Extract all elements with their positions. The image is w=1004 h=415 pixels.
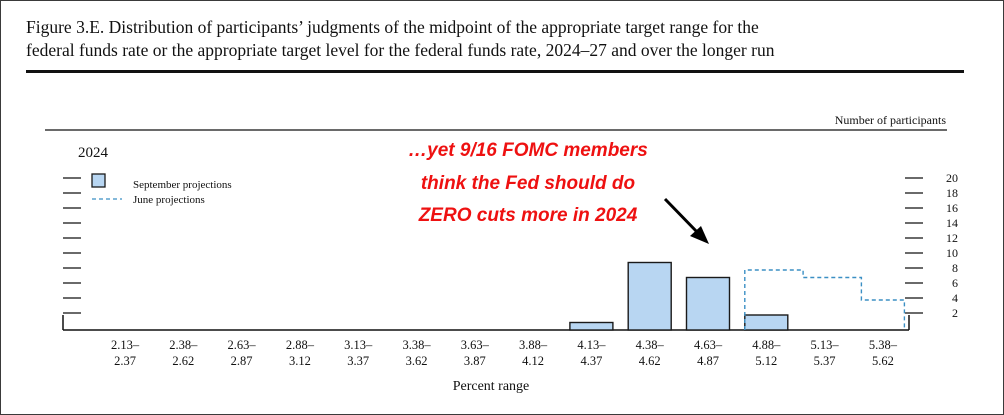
y-tick-label: 12 xyxy=(946,231,958,245)
x-tick-label-bottom: 2.37 xyxy=(114,354,136,368)
september-bars xyxy=(569,261,789,331)
bar-september-10 xyxy=(685,276,731,331)
x-tick-label-top: 4.38– xyxy=(636,338,665,352)
panel-label: 2024 xyxy=(78,145,109,161)
y-tick-label: 18 xyxy=(946,186,958,200)
x-tick-label-top: 3.13– xyxy=(344,338,373,352)
x-tick-label-top: 3.88– xyxy=(519,338,548,352)
legend-label-june: June projections xyxy=(133,194,205,206)
x-tick-label-bottom: 3.62 xyxy=(406,354,428,368)
x-tick-label-top: 2.38– xyxy=(169,338,198,352)
y-tick-label: 2 xyxy=(952,306,958,320)
annotation-line3: ZERO cuts more in 2024 xyxy=(418,205,638,226)
x-tick-label-bottom: 3.37 xyxy=(347,354,369,368)
y-tick-label: 6 xyxy=(952,276,958,290)
x-tick-label-top: 4.13– xyxy=(577,338,606,352)
x-tick-label-bottom: 4.62 xyxy=(639,354,661,368)
x-tick-label-bottom: 5.62 xyxy=(872,354,894,368)
y-tick-label: 10 xyxy=(946,246,958,260)
y-tick-label: 20 xyxy=(946,171,958,185)
x-axis-label: Percent range xyxy=(453,379,530,394)
x-tick-label-bottom: 3.87 xyxy=(464,354,486,368)
left-tick-marks xyxy=(63,177,81,314)
x-tick-label-top: 2.88– xyxy=(286,338,315,352)
x-tick-label-top: 5.38– xyxy=(869,338,898,352)
x-tick-label-bottom: 4.37 xyxy=(580,354,602,368)
x-tick-label-bottom: 2.62 xyxy=(172,354,194,368)
x-tick-label-bottom: 4.12 xyxy=(522,354,544,368)
x-tick-label-bottom: 4.87 xyxy=(697,354,719,368)
y-tick-label: 16 xyxy=(946,201,958,215)
x-tick-label-bottom: 5.37 xyxy=(814,354,836,368)
june-outline xyxy=(744,269,906,330)
x-tick-label-top: 3.63– xyxy=(461,338,490,352)
x-tick-label-bottom: 5.12 xyxy=(755,354,777,368)
y-tick-label: 14 xyxy=(946,216,958,230)
june-projection-line xyxy=(744,269,906,330)
figure-title-line1: Figure 3.E. Distribution of participants… xyxy=(26,17,759,37)
legend-swatch-september xyxy=(91,173,106,188)
y-tick-label: 8 xyxy=(952,261,958,275)
x-tick-label-top: 5.13– xyxy=(811,338,840,352)
x-tick-label-bottom: 2.87 xyxy=(231,354,253,368)
bar-september-11 xyxy=(744,314,789,331)
annotation-line1: …yet 9/16 FOMC members xyxy=(408,140,648,161)
figure-title-line2: federal funds rate or the appropriate ta… xyxy=(26,40,775,60)
right-tick-marks xyxy=(905,177,923,314)
y-tick-label: 4 xyxy=(952,291,958,305)
bar-september-9 xyxy=(627,261,672,331)
x-tick-label-top: 2.13– xyxy=(111,338,140,352)
bar-september-8 xyxy=(569,321,614,331)
x-tick-label-top: 3.38– xyxy=(402,338,431,352)
annotation-line2: think the Fed should do xyxy=(421,173,635,194)
right-axis-title: Number of participants xyxy=(835,113,947,127)
annotation-arrow xyxy=(663,197,709,244)
x-tick-label-top: 2.63– xyxy=(228,338,257,352)
title-rule xyxy=(26,70,964,73)
x-tick-labels: 2.13– 2.37 2.38– 2.62 2.63– 2.87 2.88– 3.12 3.13… xyxy=(111,338,898,368)
x-tick-label-top: 4.88– xyxy=(752,338,781,352)
x-tick-label-top: 4.63– xyxy=(694,338,723,352)
legend-label-september: September projections xyxy=(133,179,232,191)
x-tick-label-bottom: 3.12 xyxy=(289,354,311,368)
